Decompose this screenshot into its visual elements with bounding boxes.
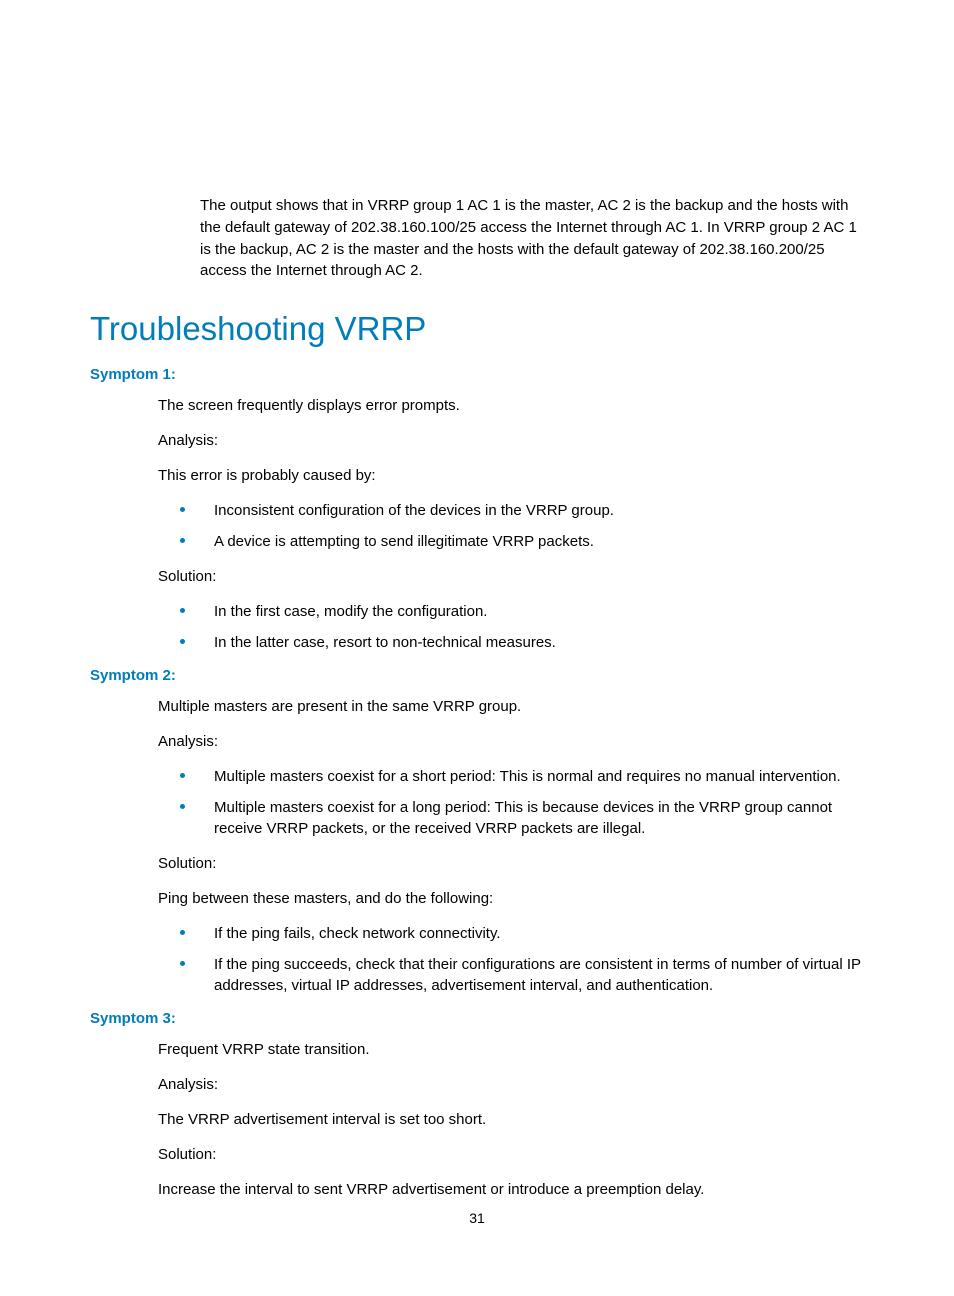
solution-text: Ping between these masters, and do the f… [158,888,864,909]
list-item: If the ping fails, check network connect… [158,923,864,944]
analysis-bullets: Inconsistent configuration of the device… [158,500,864,552]
analysis-label: Analysis: [158,430,864,451]
intro-paragraph: The output shows that in VRRP group 1 AC… [200,195,864,282]
symptom-2-content: Multiple masters are present in the same… [158,696,864,996]
solution-label: Solution: [158,566,864,587]
symptom-2-desc: Multiple masters are present in the same… [158,696,864,717]
solution-bullets: In the first case, modify the configurat… [158,601,864,653]
analysis-text: The VRRP advertisement interval is set t… [158,1109,864,1130]
page-number: 31 [0,1210,954,1226]
symptom-1-title: Symptom 1: [90,366,864,383]
symptom-1-content: The screen frequently displays error pro… [158,395,864,653]
symptom-3-content: Frequent VRRP state transition. Analysis… [158,1039,864,1200]
solution-label: Solution: [158,1144,864,1165]
list-item: Multiple masters coexist for a long peri… [158,797,864,839]
symptom-1-desc: The screen frequently displays error pro… [158,395,864,416]
solution-bullets: If the ping fails, check network connect… [158,923,864,996]
symptom-3-desc: Frequent VRRP state transition. [158,1039,864,1060]
solution-label: Solution: [158,853,864,874]
section-heading: Troubleshooting VRRP [90,310,864,348]
analysis-text: This error is probably caused by: [158,465,864,486]
analysis-label: Analysis: [158,731,864,752]
analysis-bullets: Multiple masters coexist for a short per… [158,766,864,839]
solution-text: Increase the interval to sent VRRP adver… [158,1179,864,1200]
list-item: Multiple masters coexist for a short per… [158,766,864,787]
list-item: In the latter case, resort to non-techni… [158,632,864,653]
list-item: Inconsistent configuration of the device… [158,500,864,521]
list-item: In the first case, modify the configurat… [158,601,864,622]
symptom-3-title: Symptom 3: [90,1010,864,1027]
analysis-label: Analysis: [158,1074,864,1095]
symptom-2-title: Symptom 2: [90,667,864,684]
list-item: A device is attempting to send illegitim… [158,531,864,552]
document-page: The output shows that in VRRP group 1 AC… [0,0,954,1200]
list-item: If the ping succeeds, check that their c… [158,954,864,996]
